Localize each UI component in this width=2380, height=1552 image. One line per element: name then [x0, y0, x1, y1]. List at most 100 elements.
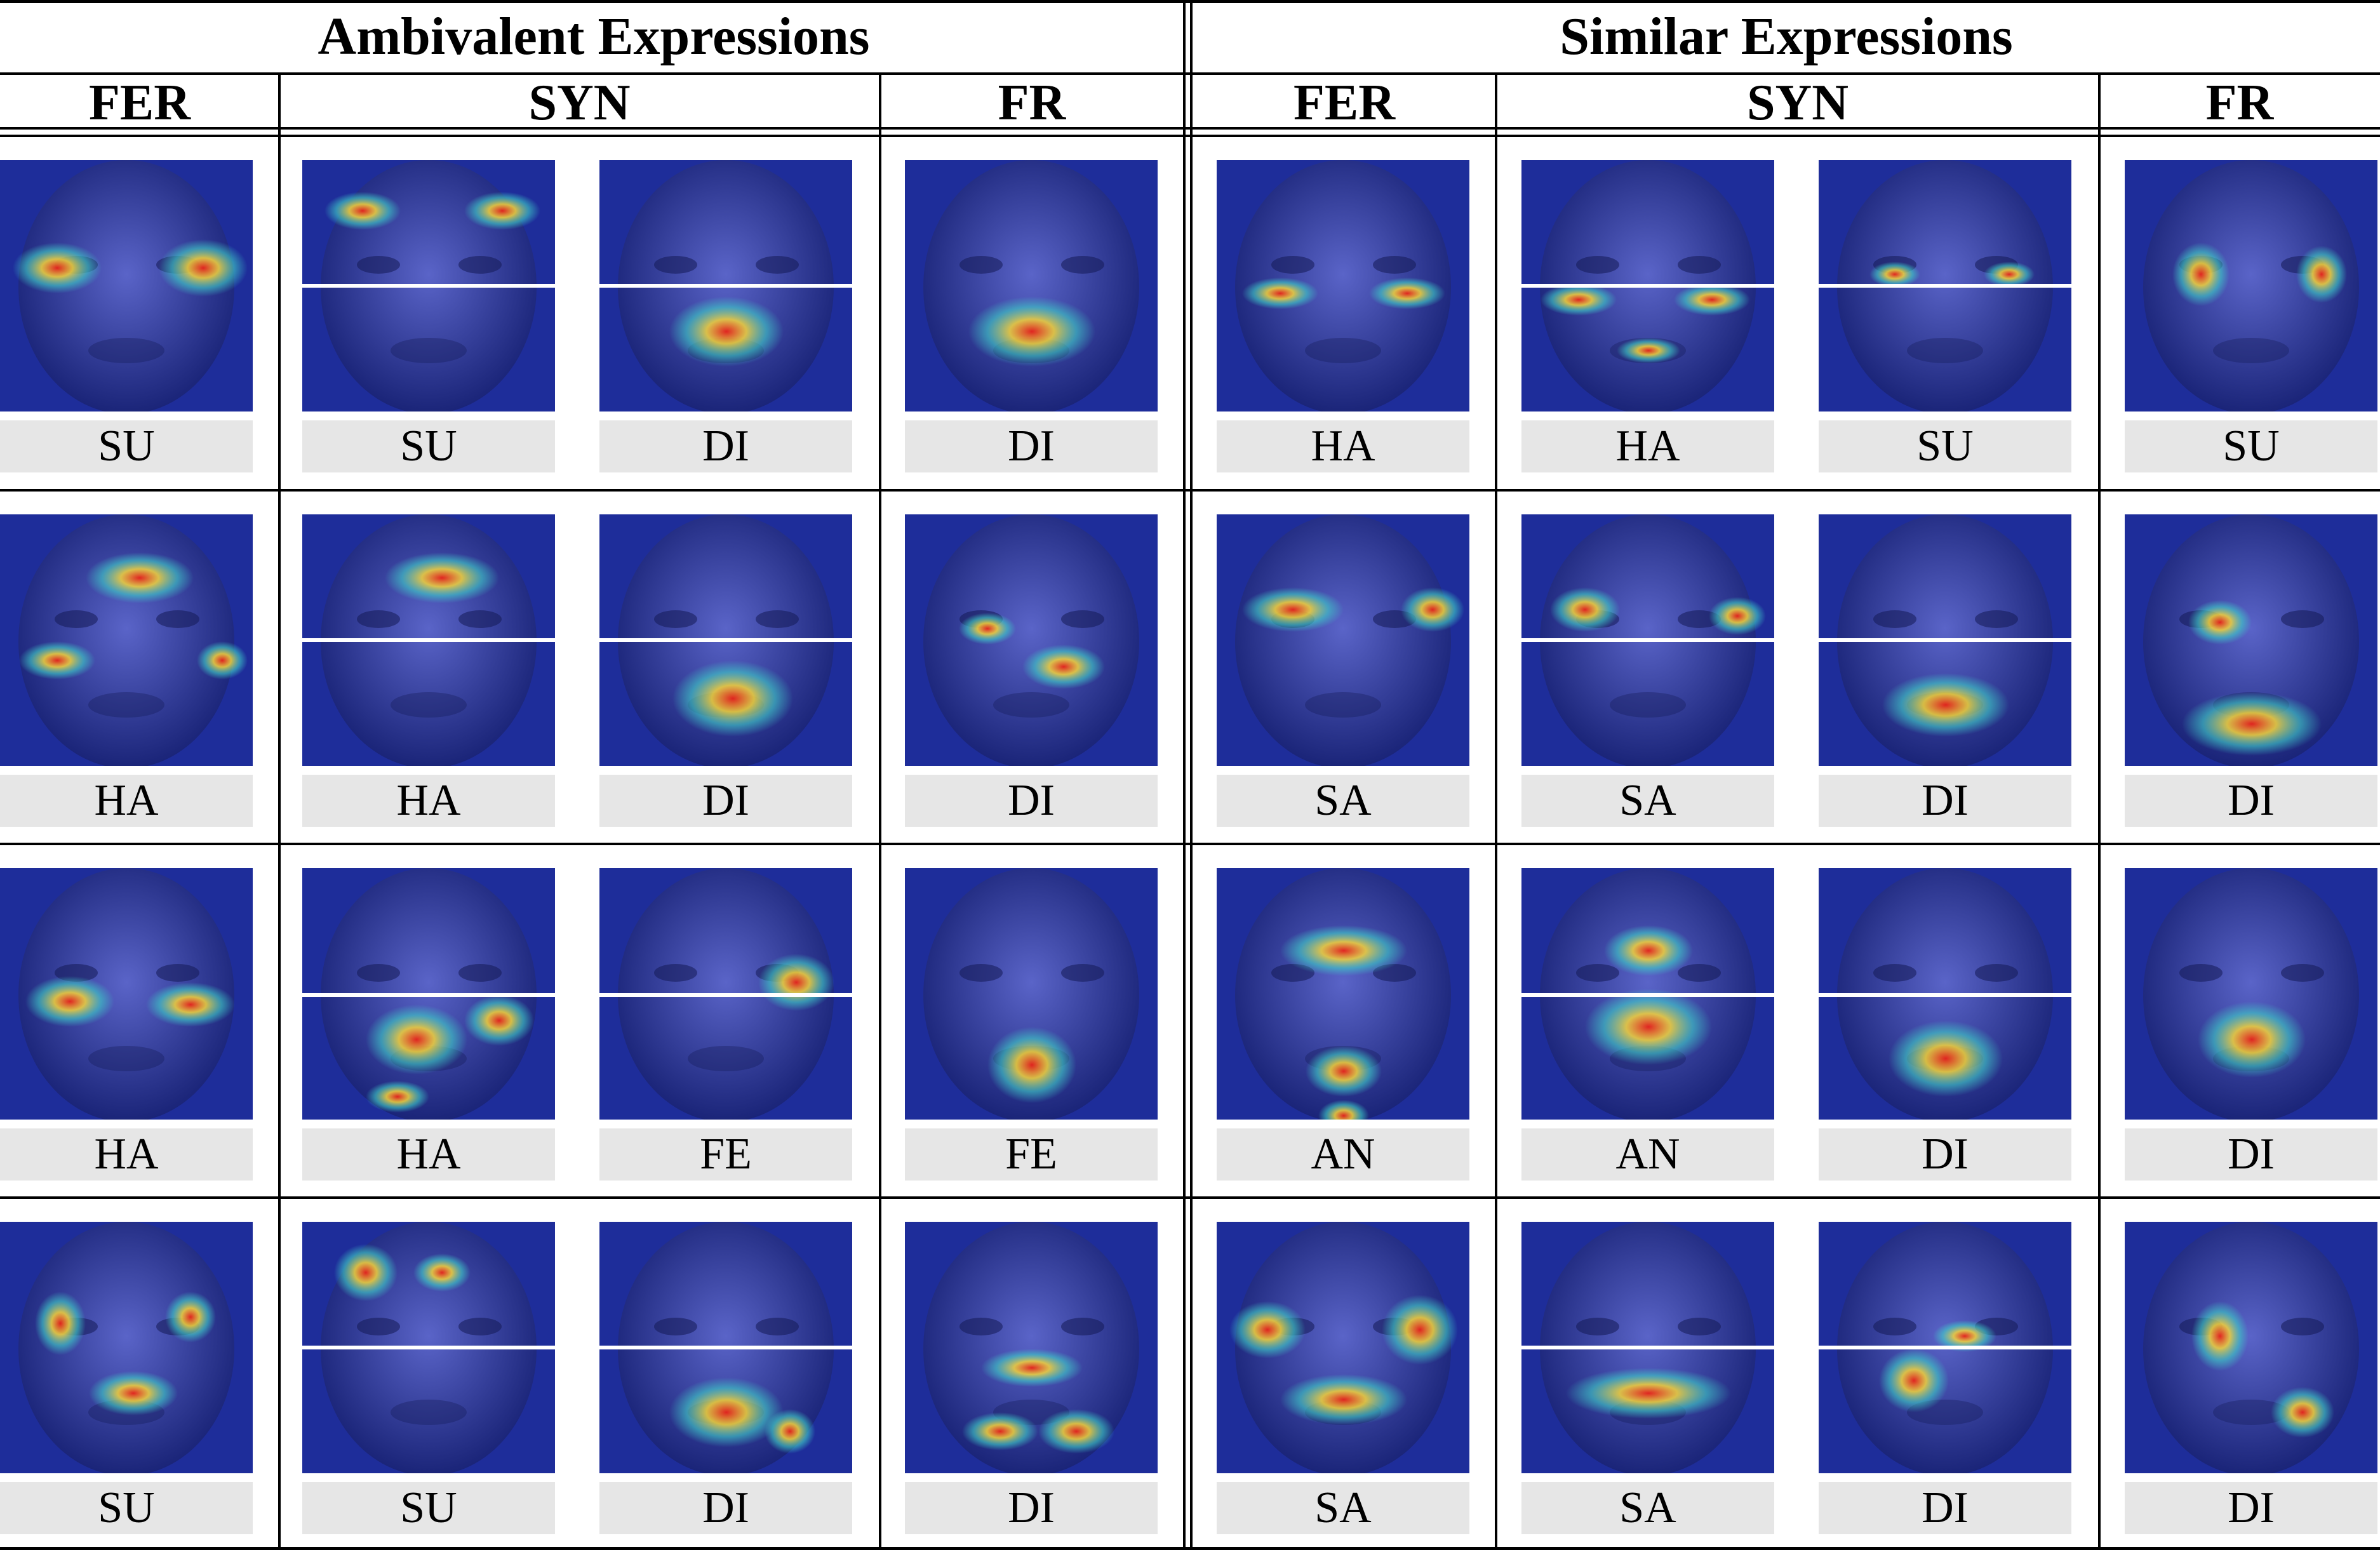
expression-label: DI [905, 420, 1158, 472]
face-cell [302, 868, 555, 1120]
face-cell [302, 160, 555, 411]
synthesis-split-line [1819, 1346, 2071, 1349]
vrule-syn-fr-right [2098, 72, 2101, 1550]
heatmap-face-image [2125, 514, 2377, 766]
expression-label: SA [1217, 1482, 1469, 1534]
heatmap-face-image [905, 1222, 1158, 1473]
expression-label: SU [1819, 420, 2071, 472]
expression-label: DI [2125, 1482, 2377, 1534]
heatmap-face-image [0, 160, 253, 411]
expression-label: HA [302, 775, 555, 827]
face-cell [1819, 868, 2071, 1120]
expression-label: DI [1819, 1128, 2071, 1181]
synthesis-split-line [1521, 1346, 1774, 1349]
face-cell [2125, 160, 2377, 411]
face-cell [905, 514, 1158, 766]
synthesis-split-line [1819, 638, 2071, 642]
vrule-fer-syn-left [278, 72, 281, 1550]
synthesis-split-line [1521, 284, 1774, 288]
heatmap-face-image [1217, 514, 1469, 766]
face-cell [0, 1222, 253, 1473]
face-cell [0, 160, 253, 411]
col-header-fr-left: FR [998, 75, 1066, 131]
vrule-divider-b [1190, 0, 1193, 1550]
face-cell [1819, 514, 2071, 766]
face-cell [0, 868, 253, 1120]
face-cell [599, 514, 852, 766]
vrule-syn-fr-left [879, 72, 881, 1550]
expression-label: SU [302, 420, 555, 472]
synthesis-split-line [1521, 993, 1774, 997]
expression-label: SU [302, 1482, 555, 1534]
expression-label: DI [599, 1482, 852, 1534]
expression-label: SA [1521, 1482, 1774, 1534]
synthesis-split-line [1819, 284, 2071, 288]
face-cell [905, 868, 1158, 1120]
heatmap-face-image [0, 1222, 253, 1473]
face-cell [1521, 868, 1774, 1120]
face-cell [599, 1222, 852, 1473]
heatmap-face-image [1217, 1222, 1469, 1473]
synthesis-split-line [302, 284, 555, 288]
expression-label: AN [1217, 1128, 1469, 1181]
heatmap-face-image [2125, 1222, 2377, 1473]
expression-label: SU [0, 420, 253, 472]
expression-label: DI [905, 1482, 1158, 1534]
expression-label: DI [905, 775, 1158, 827]
face-cell [302, 514, 555, 766]
face-cell [2125, 514, 2377, 766]
expression-label: SA [1521, 775, 1774, 827]
synthesis-split-line [302, 993, 555, 997]
expression-label: DI [1819, 1482, 2071, 1534]
face-cell [599, 160, 852, 411]
face-cell [1217, 868, 1469, 1120]
heatmap-face-image [1217, 868, 1469, 1120]
vrule-divider-a [1183, 0, 1186, 1550]
expression-label: HA [0, 775, 253, 827]
heatmap-face-image [0, 514, 253, 766]
face-cell [1521, 160, 1774, 411]
face-cell [1217, 514, 1469, 766]
face-cell [599, 868, 852, 1120]
face-cell [302, 1222, 555, 1473]
col-header-fer-right: FER [1294, 75, 1395, 131]
face-cell [1819, 1222, 2071, 1473]
synthesis-split-line [599, 638, 852, 642]
heatmap-face-image [905, 868, 1158, 1120]
synthesis-split-line [599, 284, 852, 288]
face-cell [1521, 514, 1774, 766]
face-cell [1217, 1222, 1469, 1473]
synthesis-split-line [302, 1346, 555, 1349]
face-cell [1819, 160, 2071, 411]
expression-label: HA [1217, 420, 1469, 472]
synthesis-split-line [1819, 993, 2071, 997]
heatmap-face-image [0, 868, 253, 1120]
expression-label: DI [2125, 775, 2377, 827]
col-header-fr-right: FR [2205, 75, 2274, 131]
expression-label: HA [1521, 420, 1774, 472]
section-title-ambivalent: Ambivalent Expressions [318, 7, 870, 66]
expression-label: HA [302, 1128, 555, 1181]
face-cell [2125, 1222, 2377, 1473]
face-cell [905, 1222, 1158, 1473]
face-cell [1521, 1222, 1774, 1473]
synthesis-split-line [599, 1346, 852, 1349]
face-cell [0, 514, 253, 766]
expression-label: SU [0, 1482, 253, 1534]
col-header-syn-left: SYN [528, 75, 631, 131]
heatmap-face-image [905, 514, 1158, 766]
heatmap-face-image [1217, 160, 1469, 411]
col-header-syn-right: SYN [1746, 75, 1849, 131]
section-title-similar: Similar Expressions [1560, 7, 2013, 66]
expression-label: FE [599, 1128, 852, 1181]
synthesis-split-line [1521, 638, 1774, 642]
heatmap-face-image [2125, 160, 2377, 411]
expression-label: HA [0, 1128, 253, 1181]
vrule-fer-syn-right [1495, 72, 1497, 1550]
expression-label: DI [599, 775, 852, 827]
synthesis-split-line [599, 993, 852, 997]
expression-label: SU [2125, 420, 2377, 472]
expression-label: FE [905, 1128, 1158, 1181]
heatmap-face-image [905, 160, 1158, 411]
